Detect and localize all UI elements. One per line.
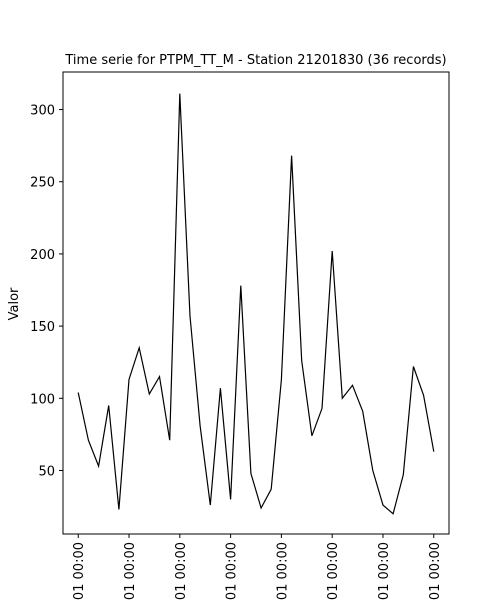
- x-tick-label: 01 00:00: [225, 542, 240, 600]
- y-tick-label: 150: [30, 320, 55, 335]
- x-tick-label: 01 00:00: [174, 542, 189, 600]
- x-tick-label: 01 00:00: [428, 542, 443, 600]
- y-tick-label: 50: [38, 464, 55, 479]
- plot-frame: [62, 71, 450, 535]
- x-tick-label: 01 00:00: [326, 542, 341, 600]
- x-tick-label: 01 00:00: [377, 542, 392, 600]
- x-tick-label: 01 00:00: [72, 542, 87, 600]
- y-tick-label: 250: [30, 176, 55, 191]
- y-tick-label: 300: [30, 104, 55, 119]
- y-tick-label: 200: [30, 248, 55, 263]
- plot-area: [77, 93, 435, 515]
- x-tick-label: 01 00:00: [123, 542, 138, 600]
- y-tick-label: 100: [30, 392, 55, 407]
- y-axis: 50 100 150 200 250 300: [30, 104, 63, 479]
- chart-title: Time serie for PTPM_TT_M - Station 21201…: [64, 53, 446, 68]
- x-axis: 01 00:00 01 00:00 01 00:00 01 00:00 01 00:00…: [72, 534, 443, 600]
- y-axis-label: Valor: [7, 287, 22, 320]
- series-line-0: [77, 93, 435, 515]
- x-tick-label: 01 00:00: [275, 542, 290, 600]
